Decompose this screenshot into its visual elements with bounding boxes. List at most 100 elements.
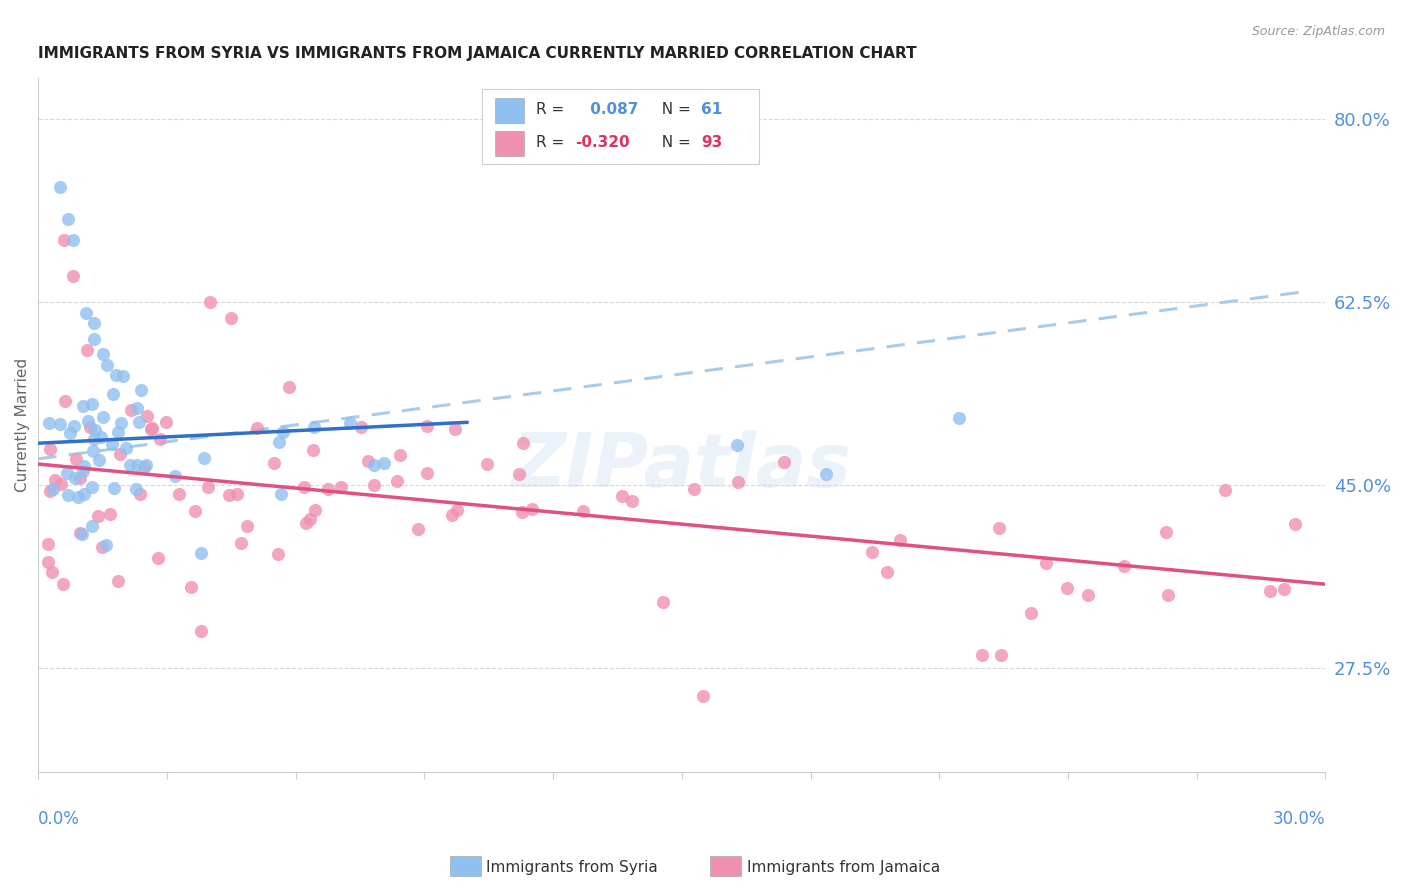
Point — [91, 540, 114, 554]
Point — [221, 310, 243, 325]
Point — [72, 459, 94, 474]
Point — [620, 494, 643, 508]
Point — [91, 347, 114, 361]
Point — [100, 437, 122, 451]
Point — [512, 436, 534, 450]
Point — [139, 422, 162, 436]
Point — [183, 504, 205, 518]
Point — [101, 387, 124, 401]
Text: R =: R = — [536, 102, 569, 117]
Point — [198, 295, 221, 310]
Point — [66, 490, 89, 504]
Point — [190, 546, 212, 560]
FancyBboxPatch shape — [482, 89, 759, 164]
Point — [82, 397, 104, 411]
Point — [148, 551, 170, 566]
Point — [889, 533, 911, 548]
Point — [128, 415, 150, 429]
Point — [610, 490, 633, 504]
Point — [1157, 589, 1180, 603]
Point — [304, 502, 326, 516]
Point — [330, 479, 353, 493]
Point — [727, 475, 749, 489]
Point — [440, 508, 463, 522]
Point — [135, 458, 157, 472]
Text: R =: R = — [536, 136, 569, 151]
Point — [357, 453, 380, 467]
Point — [373, 456, 395, 470]
Text: 93: 93 — [702, 136, 723, 151]
Point — [508, 467, 530, 482]
Point — [235, 519, 257, 533]
Point — [180, 580, 202, 594]
Point — [773, 454, 796, 468]
Point — [302, 420, 325, 434]
Point — [990, 648, 1012, 662]
Point — [389, 448, 412, 462]
Point — [59, 426, 82, 441]
Point — [125, 483, 148, 497]
Point — [53, 233, 76, 247]
Point — [72, 464, 94, 478]
Point — [87, 453, 110, 467]
Text: IMMIGRANTS FROM SYRIA VS IMMIGRANTS FROM JAMAICA CURRENTLY MARRIED CORRELATION C: IMMIGRANTS FROM SYRIA VS IMMIGRANTS FROM… — [38, 46, 917, 62]
Point — [70, 526, 93, 541]
Point — [83, 316, 105, 330]
Point — [860, 545, 883, 559]
Point — [385, 474, 408, 488]
Point — [107, 574, 129, 589]
Point — [267, 547, 290, 561]
Point — [270, 487, 292, 501]
Point — [37, 555, 59, 569]
Point — [725, 438, 748, 452]
Point — [107, 425, 129, 440]
Text: N =: N = — [652, 136, 696, 151]
Point — [415, 466, 437, 480]
Point — [132, 460, 155, 475]
Point — [58, 211, 80, 226]
Text: 61: 61 — [702, 102, 723, 117]
Text: Source: ZipAtlas.com: Source: ZipAtlas.com — [1251, 25, 1385, 38]
Point — [76, 343, 98, 357]
Point — [510, 505, 533, 519]
Point — [62, 269, 84, 284]
Point — [1260, 584, 1282, 599]
Point — [167, 487, 190, 501]
Point — [231, 535, 253, 549]
Point — [104, 368, 127, 383]
Point — [1077, 588, 1099, 602]
Point — [226, 486, 249, 500]
Point — [987, 521, 1010, 535]
Point — [652, 595, 675, 609]
Point — [814, 467, 837, 481]
Point — [363, 478, 385, 492]
Point — [193, 450, 215, 465]
Point — [110, 417, 132, 431]
Text: N =: N = — [652, 102, 696, 117]
Point — [125, 458, 148, 472]
Point — [298, 512, 321, 526]
Point — [1215, 483, 1237, 497]
Point — [83, 332, 105, 346]
Point — [120, 403, 142, 417]
Point — [295, 516, 318, 530]
Point — [108, 447, 131, 461]
Point — [302, 443, 325, 458]
Text: ZIPatlas: ZIPatlas — [512, 430, 852, 503]
Point — [41, 565, 63, 579]
Point — [141, 421, 163, 435]
Point — [87, 508, 110, 523]
Point — [572, 504, 595, 518]
Text: 0.087: 0.087 — [585, 102, 638, 117]
Y-axis label: Currently Married: Currently Married — [15, 358, 30, 492]
Point — [1035, 557, 1057, 571]
Point — [82, 443, 104, 458]
Point — [72, 399, 94, 413]
Point — [876, 566, 898, 580]
Point — [52, 577, 75, 591]
Point — [246, 421, 269, 435]
Point — [1284, 517, 1306, 532]
Point — [197, 480, 219, 494]
Point — [692, 689, 714, 703]
Point — [79, 420, 101, 434]
